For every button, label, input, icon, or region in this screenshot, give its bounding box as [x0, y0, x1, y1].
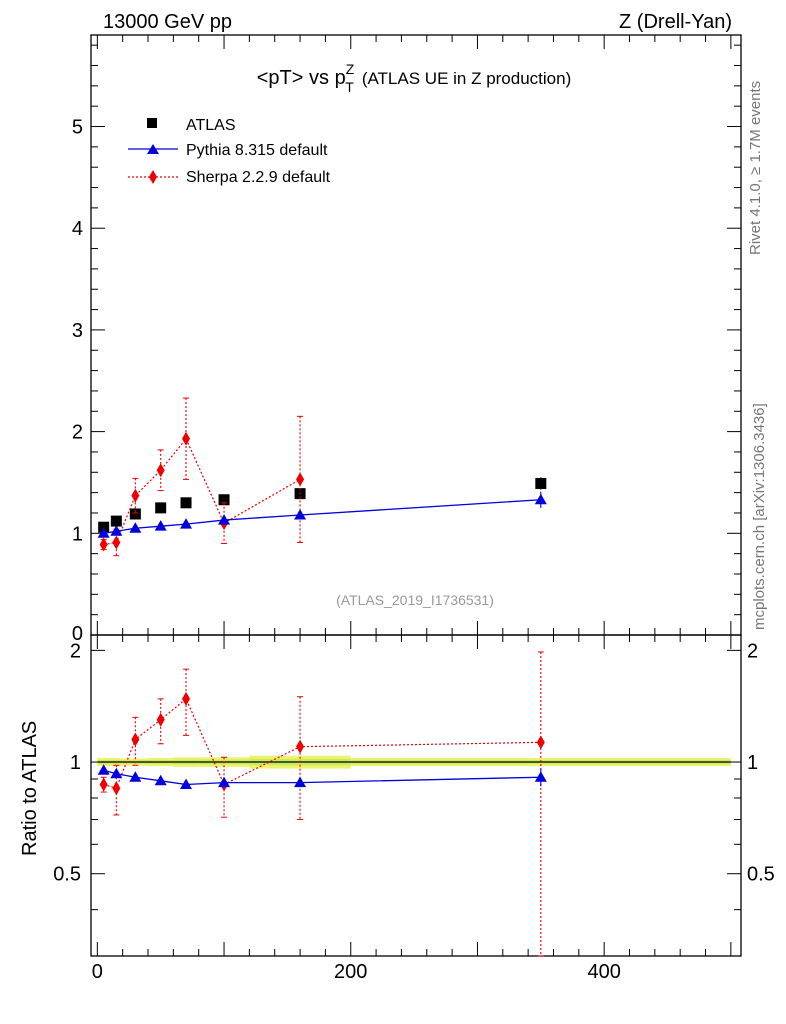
main-series	[97, 397, 547, 557]
legend-sherpa: Sherpa 2.2.9 default	[186, 169, 331, 186]
title-suffix: (ATLAS UE in Z production)	[362, 69, 571, 88]
title-main: <pT> vs p	[257, 67, 346, 89]
ratio-sherpa-point	[296, 739, 305, 754]
ratio-ytick-label-right: 2	[747, 640, 758, 662]
rivet-label: Rivet 4.1.0, ≥ 1.7M events	[747, 81, 764, 255]
main-pythia-line	[103, 499, 541, 534]
ratio-pythia-point	[180, 778, 193, 789]
ratio-pythia-point	[534, 771, 547, 782]
legend-atlas: ATLAS	[186, 117, 236, 134]
main-pythia-point	[218, 514, 231, 525]
ratio-pythia-point	[110, 767, 123, 779]
legend: ATLAS Pythia 8.315 default Sherpa 2.2.9 …	[128, 117, 331, 186]
main-sherpa-point	[296, 472, 305, 487]
ratio-sherpa-point	[112, 781, 121, 796]
ratio-series	[97, 651, 547, 957]
main-ytick-label-zero: 0	[72, 623, 83, 645]
analysis-watermark: (ATLAS_2019_I1736531)	[336, 592, 494, 608]
main-sherpa-point	[112, 535, 121, 550]
main-pythia-point	[97, 527, 110, 538]
main-atlas-point	[218, 494, 230, 506]
ratio-ytick-label: 2	[70, 640, 81, 662]
legend-atlas-marker	[147, 118, 157, 128]
header-left: 13000 GeV pp	[103, 11, 232, 33]
ratio-sherpa-point	[156, 712, 165, 727]
site-label: mcplots.cern.ch [arXiv:1306.3436]	[751, 403, 768, 630]
main-ticks: 1 2 3 4 5 0	[72, 35, 741, 645]
ratio-ytick-label: 0.5	[53, 864, 81, 886]
main-pythia-point	[110, 525, 123, 536]
main-pythia-point	[294, 509, 307, 520]
ratio-sherpa-point	[99, 777, 108, 792]
main-sherpa-point	[131, 488, 140, 503]
main-ytick-label: 4	[72, 218, 83, 240]
main-sherpa-point	[156, 463, 165, 478]
legend-sherpa-marker	[149, 170, 157, 184]
ratio-sherpa-point	[131, 732, 140, 747]
legend-pythia: Pythia 8.315 default	[186, 142, 328, 159]
ratio-pythia-point	[97, 764, 110, 775]
ratio-pythia-point	[294, 776, 307, 788]
ratio-band	[97, 755, 731, 769]
main-ytick-label: 2	[72, 422, 83, 444]
main-ytick-label: 1	[72, 523, 83, 545]
xtick-label: 0	[92, 961, 103, 983]
main-sherpa-point	[99, 537, 108, 552]
main-pythia-point	[129, 522, 142, 533]
main-atlas-point	[535, 477, 547, 489]
header-right: Z (Drell-Yan)	[619, 11, 732, 33]
title-sup: Z	[346, 61, 355, 77]
ratio-ytick-label: 1	[70, 752, 81, 774]
main-pythia-point	[180, 518, 193, 529]
ratio-pythia-point	[129, 771, 142, 782]
main-pythia-point	[154, 520, 167, 531]
main-ytick-label: 3	[72, 320, 83, 342]
main-ytick-label: 5	[72, 117, 83, 139]
main-pythia-point	[534, 493, 547, 505]
main-atlas-point	[155, 502, 167, 514]
main-atlas-point	[129, 508, 141, 520]
ratio-pythia-point	[154, 774, 167, 786]
ratio-ticks: 0.5 0.5 1 1 2 2 0 200 400	[53, 635, 775, 983]
main-atlas-point	[110, 515, 122, 527]
ratio-ytick-label-right: 1	[747, 752, 758, 774]
xtick-label: 400	[587, 961, 620, 983]
title-sub: T	[345, 79, 354, 95]
ratio-ytick-label-right: 0.5	[747, 864, 775, 886]
plot-title: <pT> vs pZ T (ATLAS UE in Z production)	[257, 61, 572, 95]
ratio-pythia-line	[103, 769, 541, 786]
legend-pythia-marker	[147, 144, 159, 154]
main-sherpa-point	[182, 431, 191, 446]
main-atlas-point	[180, 497, 192, 509]
ratio-sherpa-line	[103, 697, 541, 789]
ratio-frame	[90, 634, 742, 957]
main-atlas-point	[98, 521, 110, 533]
ratio-sherpa-point	[536, 735, 545, 750]
ratio-sherpa-point	[182, 691, 191, 706]
ratio-pythia-point	[218, 776, 231, 788]
xtick-label: 200	[334, 961, 367, 983]
ratio-ylabel: Ratio to ATLAS	[19, 721, 41, 856]
